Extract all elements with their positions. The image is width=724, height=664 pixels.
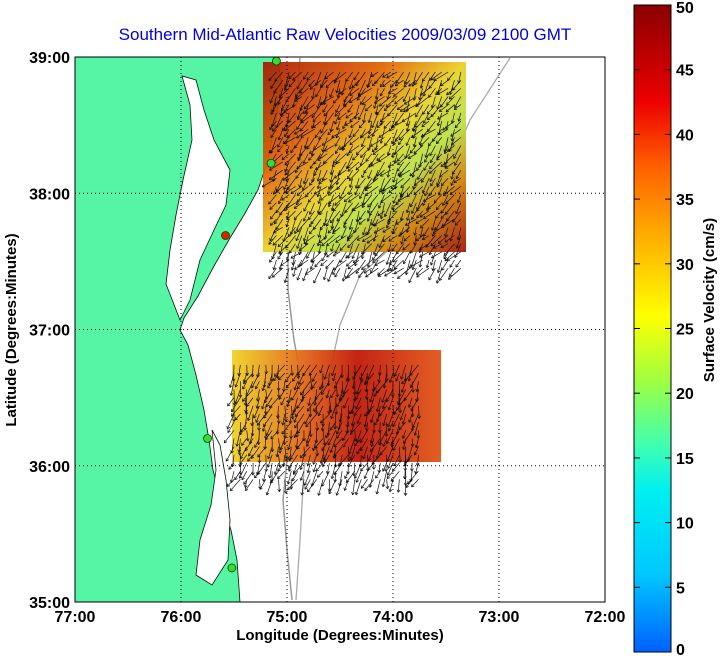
y-tick-label: 36:00 [29, 459, 70, 476]
velocity-vector-head [321, 265, 324, 266]
station-marker [267, 159, 275, 167]
colorbar-tick-label: 40 [676, 127, 694, 144]
chart-title: Southern Mid-Atlantic Raw Velocities 200… [119, 25, 572, 44]
colorbar-tick-label: 20 [676, 386, 694, 403]
station-marker [222, 231, 230, 239]
colorbar-tick-label: 0 [676, 642, 685, 659]
y-axis-label: Latitude (Degrees:Minutes) [3, 233, 20, 426]
x-tick-label: 73:00 [479, 609, 520, 626]
station-marker [272, 57, 280, 65]
velocity-vector-head [446, 111, 449, 112]
colorbar-label: Surface Velocity (cm/s) [701, 218, 718, 382]
y-tick-label: 35:00 [29, 595, 70, 612]
velocity-vector-head [319, 387, 320, 390]
x-axis-label: Longitude (Degrees:Minutes) [236, 627, 444, 644]
velocity-vector-head [387, 424, 388, 427]
velocity-vector-head [278, 137, 279, 140]
colorbar-tick-label: 45 [676, 63, 694, 80]
x-tick-label: 76:00 [161, 609, 202, 626]
north-velocity-region [263, 62, 466, 252]
colorbar-tick-label: 15 [676, 451, 694, 468]
y-tick-label: 39:00 [29, 50, 70, 67]
x-tick-label: 72:00 [585, 609, 626, 626]
colorbar-tick-label: 35 [676, 192, 694, 209]
station-marker [228, 564, 236, 572]
x-tick-label: 74:00 [373, 609, 414, 626]
map-area [75, 57, 605, 602]
y-tick-label: 38:00 [29, 186, 70, 203]
station-marker [204, 435, 212, 443]
colorbar-tick-label: 5 [676, 580, 685, 597]
y-tick-label: 37:00 [29, 323, 70, 340]
x-tick-label: 75:00 [267, 609, 308, 626]
colorbar-tick-label: 10 [676, 516, 694, 533]
colorbar-tick-label: 50 [676, 0, 694, 17]
colorbar-tick-label: 25 [676, 322, 694, 339]
y-axis-ticks: 39:00 38:00 37:00 36:00 35:00 [29, 50, 70, 612]
colorbar-tick-label: 30 [676, 257, 694, 274]
